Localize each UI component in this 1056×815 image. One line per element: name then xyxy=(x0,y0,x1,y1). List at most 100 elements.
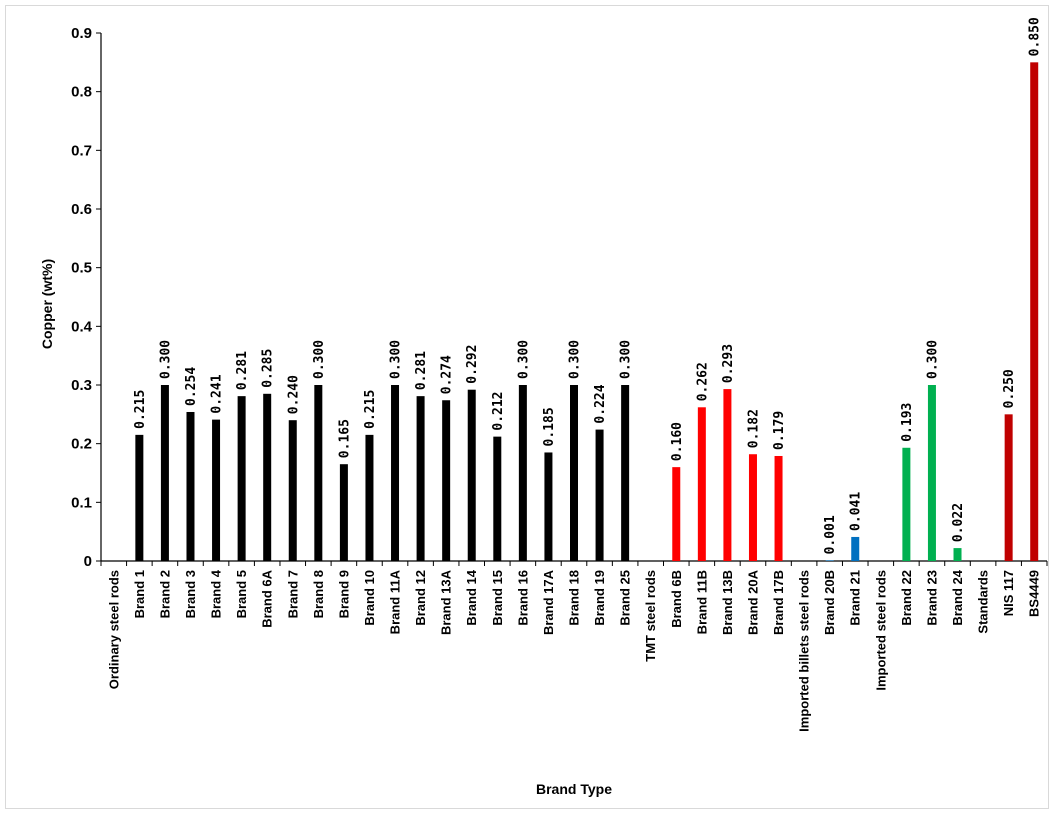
data-label: 0.179 xyxy=(772,411,787,450)
data-label: 0.274 xyxy=(440,355,455,394)
data-label: 0.850 xyxy=(1028,17,1043,56)
x-category-label: Brand 20B xyxy=(822,570,837,635)
x-category-label: Brand 2 xyxy=(157,570,172,618)
data-label: 0.212 xyxy=(491,391,506,430)
data-label: 0.182 xyxy=(746,409,761,448)
x-axis-title: Brand Type xyxy=(536,781,612,797)
x-category-label: BS4449 xyxy=(1027,570,1042,617)
x-category-label: Brand 7 xyxy=(285,570,300,618)
data-label: 0.193 xyxy=(900,403,915,442)
data-label: 0.160 xyxy=(670,422,685,461)
x-category-label: Brand 4 xyxy=(209,569,224,618)
data-label: 0.241 xyxy=(210,374,225,413)
y-tick-label: 0.8 xyxy=(71,84,92,101)
data-label: 0.001 xyxy=(823,515,838,554)
data-label: 0.300 xyxy=(389,340,404,379)
bar xyxy=(774,455,783,561)
y-tick-label: 0.2 xyxy=(71,436,92,453)
x-category-label: Brand 1 xyxy=(132,570,147,618)
bar xyxy=(314,385,323,561)
bar xyxy=(160,385,169,561)
x-category-label: Brand 6B xyxy=(669,570,684,628)
x-category-label: Brand 18 xyxy=(567,570,582,626)
x-category-label: Brand 15 xyxy=(490,570,505,626)
data-label: 0.281 xyxy=(235,351,250,390)
data-label: 0.281 xyxy=(414,351,429,390)
x-category-label: Brand 5 xyxy=(234,570,249,618)
data-label: 0.185 xyxy=(542,407,557,446)
bar xyxy=(697,407,706,561)
data-label: 0.224 xyxy=(593,384,608,423)
bar xyxy=(339,464,348,561)
y-tick-label: 0.4 xyxy=(71,318,93,335)
bar xyxy=(288,420,297,561)
data-label: 0.300 xyxy=(516,340,531,379)
y-axis-title: Copper (wt%) xyxy=(39,259,55,349)
bar xyxy=(1030,62,1039,561)
x-category-label: Brand 11B xyxy=(694,570,709,634)
bar xyxy=(851,536,860,561)
x-category-label: Brand 22 xyxy=(899,570,914,626)
bar xyxy=(518,385,527,561)
bar xyxy=(416,396,425,561)
y-tick-labels: 0 0.1 0.2 0.3 0.4 0.5 0.6 0.7 0.8 0.9 xyxy=(71,25,93,570)
bar xyxy=(442,400,451,561)
x-category-label: Brand 12 xyxy=(413,570,428,626)
x-category-label: Brand 8 xyxy=(311,570,326,618)
data-label: 0.022 xyxy=(951,503,966,542)
y-tick-label: 0.9 xyxy=(71,25,92,42)
x-category-label: Brand 13B xyxy=(720,570,735,635)
bar xyxy=(493,436,502,561)
data-label: 0.300 xyxy=(568,340,583,379)
bar xyxy=(672,467,681,561)
x-category-label: Imported steel rods xyxy=(873,570,888,691)
data-label: 0.300 xyxy=(925,340,940,379)
bar xyxy=(825,560,834,561)
data-label: 0.292 xyxy=(465,345,480,384)
x-category-label: NIS 117 xyxy=(1001,570,1016,616)
bar xyxy=(391,385,400,561)
data-label: 0.215 xyxy=(363,390,378,429)
data-label: 0.250 xyxy=(1002,369,1017,408)
data-label: 0.300 xyxy=(158,340,173,379)
data-label: 0.240 xyxy=(286,375,301,414)
chart-frame: 0 0.1 0.2 0.3 0.4 0.5 0.6 0.7 0.8 0.9 Ordinary st… xyxy=(5,5,1049,809)
x-category-label: Brand 17B xyxy=(771,570,786,635)
copper-bar-chart: 0 0.1 0.2 0.3 0.4 0.5 0.6 0.7 0.8 0.9 Ordinary st… xyxy=(39,17,1048,797)
bar xyxy=(595,429,604,561)
bar xyxy=(186,411,195,561)
x-category-label: Brand 21 xyxy=(848,570,863,626)
x-category-label: Brand 3 xyxy=(183,570,198,618)
x-category-label: Standards xyxy=(976,570,991,634)
bar xyxy=(263,393,272,561)
bar xyxy=(467,389,476,561)
x-category-label: Brand 10 xyxy=(362,570,377,626)
data-label: 0.300 xyxy=(312,340,327,379)
y-tick-label: 0.5 xyxy=(71,260,92,277)
data-label: 0.254 xyxy=(184,367,199,406)
x-category-label: TMT steel rods xyxy=(643,570,658,662)
bar xyxy=(748,454,757,561)
x-category-label: Brand 19 xyxy=(592,570,607,626)
x-category-label: Brand 6A xyxy=(260,569,275,627)
data-label: 0.300 xyxy=(619,340,634,379)
y-tick-label: 0.7 xyxy=(71,142,92,159)
bar xyxy=(953,548,962,561)
data-label: 0.041 xyxy=(849,492,864,531)
x-category-label: Brand 9 xyxy=(336,570,351,618)
data-label: 0.285 xyxy=(261,349,276,388)
bar xyxy=(927,385,936,561)
data-label: 0.262 xyxy=(695,362,710,401)
bars xyxy=(135,62,1039,561)
x-category-label: Brand 20A xyxy=(745,569,760,635)
bar xyxy=(212,419,221,561)
x-category-label: Imported billets steel rods xyxy=(797,570,812,732)
data-label: 0.215 xyxy=(133,390,148,429)
bar xyxy=(570,385,578,561)
bar xyxy=(723,389,732,561)
data-label: 0.165 xyxy=(337,419,352,458)
x-category-label: Brand 23 xyxy=(924,570,939,626)
bar xyxy=(1004,414,1013,561)
x-category-labels: Ordinary steel rods Brand 1 Brand 2 Brand 3… xyxy=(106,569,1041,732)
bar xyxy=(544,452,553,561)
